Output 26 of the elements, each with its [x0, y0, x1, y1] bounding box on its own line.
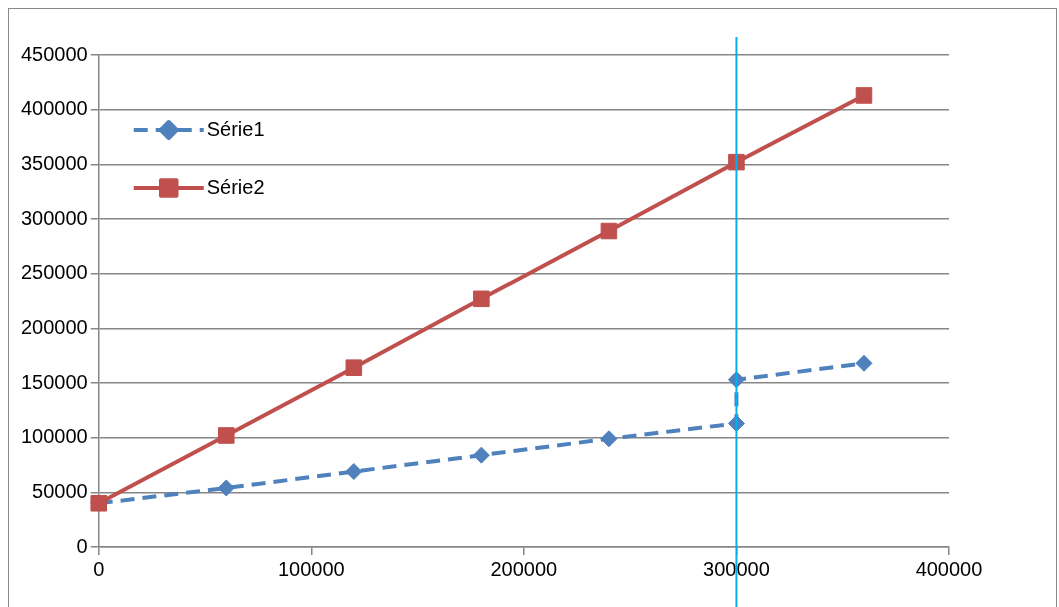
point [218, 427, 235, 444]
legend-label: Série2 [206, 175, 265, 198]
point [600, 430, 618, 448]
y-tick-label: 100000 [20, 425, 88, 448]
x-tick-label: 100000 [277, 557, 345, 580]
y-tick-label: 0 [76, 534, 88, 557]
y-tick-label: 400000 [20, 97, 88, 120]
y-tick-label: 200000 [20, 315, 88, 338]
point [855, 87, 873, 104]
y-tick-label: 350000 [20, 151, 88, 174]
point [217, 479, 235, 497]
point [473, 290, 490, 308]
point [345, 463, 363, 481]
x-tick-label: 0 [93, 557, 105, 580]
y-tick-label: 450000 [20, 42, 88, 65]
y-tick-label: 300000 [20, 206, 88, 229]
x-tick-label: 400000 [915, 557, 983, 580]
point [600, 222, 618, 240]
point [472, 446, 490, 464]
x-tick-label: 200000 [490, 557, 558, 580]
point [345, 359, 363, 376]
y-tick-label: 50000 [32, 479, 88, 502]
point [855, 354, 873, 372]
legend-label: Série1 [206, 117, 265, 140]
y-tick-label: 150000 [20, 370, 88, 393]
y-tick-label: 250000 [20, 261, 88, 284]
